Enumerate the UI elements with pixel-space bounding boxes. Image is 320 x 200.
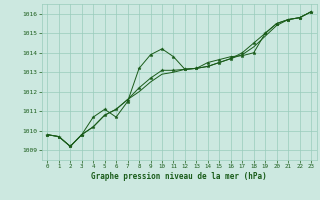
X-axis label: Graphe pression niveau de la mer (hPa): Graphe pression niveau de la mer (hPa)	[91, 172, 267, 181]
